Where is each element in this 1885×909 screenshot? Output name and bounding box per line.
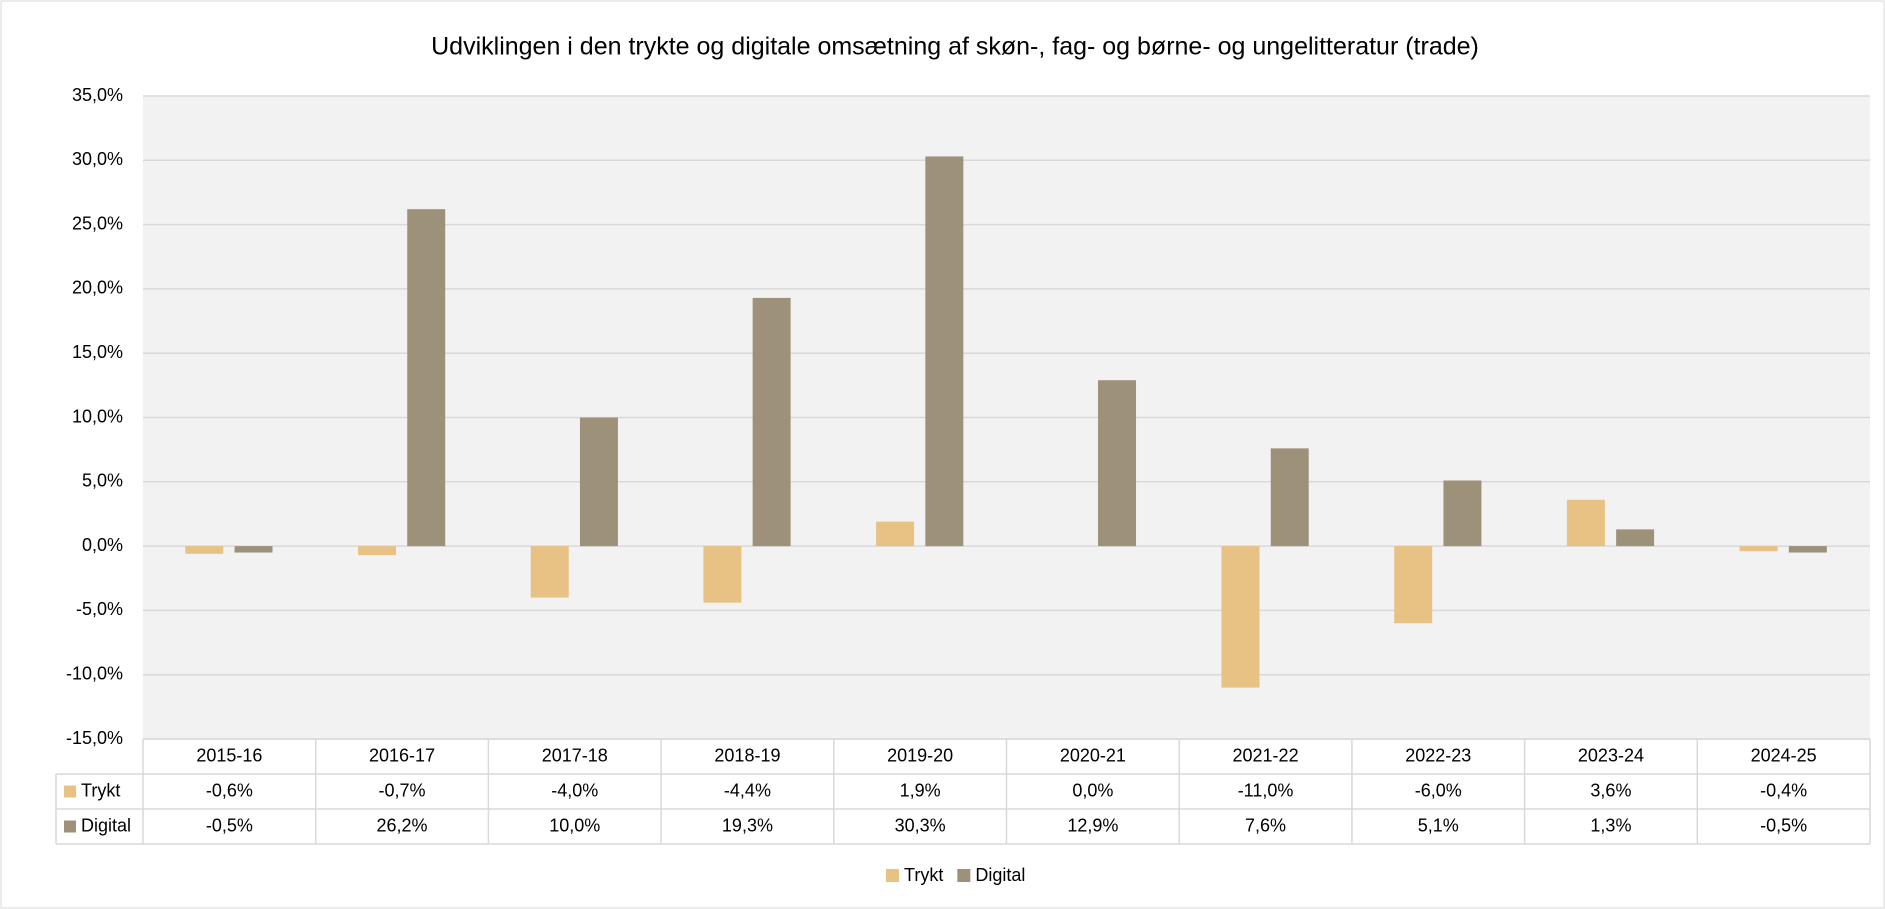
y-tick-label: 20,0% bbox=[72, 278, 123, 298]
y-tick-label: 10,0% bbox=[72, 406, 123, 426]
data-label: 26,2% bbox=[377, 815, 428, 835]
bar bbox=[1221, 546, 1260, 688]
bar bbox=[752, 297, 791, 547]
bar bbox=[234, 546, 273, 553]
data-label: 30,3% bbox=[895, 815, 946, 835]
data-label: -0,6% bbox=[206, 780, 253, 800]
bar bbox=[407, 209, 446, 547]
y-tick-label: 15,0% bbox=[72, 342, 123, 362]
x-tick-label: 2016-17 bbox=[369, 745, 435, 765]
x-tick-label: 2015-16 bbox=[196, 745, 262, 765]
bar bbox=[1616, 529, 1655, 547]
y-tick-label: 5,0% bbox=[82, 471, 123, 491]
data-label: -0,7% bbox=[379, 780, 426, 800]
x-tick-label: 2022-23 bbox=[1405, 745, 1471, 765]
data-label: 5,1% bbox=[1418, 815, 1459, 835]
legend-key bbox=[957, 869, 971, 882]
data-label: 0,0% bbox=[1072, 780, 1113, 800]
data-label: -4,0% bbox=[551, 780, 598, 800]
bar bbox=[1270, 448, 1309, 547]
y-tick-label: 35,0% bbox=[72, 85, 123, 105]
bar bbox=[185, 546, 224, 554]
data-label: 12,9% bbox=[1067, 815, 1118, 835]
bar bbox=[1098, 380, 1137, 547]
x-tick-label: 2021-22 bbox=[1233, 745, 1299, 765]
data-label: 1,3% bbox=[1590, 815, 1631, 835]
y-tick-label: 0,0% bbox=[82, 535, 123, 555]
x-tick-label: 2017-18 bbox=[542, 745, 608, 765]
table-legend-key bbox=[64, 820, 76, 833]
data-label: -0,5% bbox=[206, 815, 253, 835]
y-tick-label: -10,0% bbox=[66, 663, 123, 683]
data-label: 1,9% bbox=[900, 780, 941, 800]
y-tick-label: 25,0% bbox=[72, 213, 123, 233]
bar bbox=[1443, 480, 1482, 547]
legend-label: Trykt bbox=[904, 865, 943, 885]
bar bbox=[579, 417, 618, 547]
data-label: -11,0% bbox=[1238, 780, 1294, 800]
data-label: 19,3% bbox=[722, 815, 773, 835]
x-tick-label: 2020-21 bbox=[1060, 745, 1126, 765]
x-tick-label: 2023-24 bbox=[1578, 745, 1644, 765]
data-label: -6,0% bbox=[1415, 780, 1462, 800]
x-tick-label: 2019-20 bbox=[887, 745, 953, 765]
data-label: 7,6% bbox=[1245, 815, 1286, 835]
y-tick-label: 30,0% bbox=[72, 149, 123, 169]
bar bbox=[1566, 499, 1605, 547]
bar bbox=[925, 156, 964, 547]
bar bbox=[1394, 546, 1433, 624]
chart-title: Udviklingen i den trykte og digitale oms… bbox=[431, 33, 1479, 61]
bar bbox=[1788, 546, 1827, 553]
legend-label: Digital bbox=[975, 865, 1025, 885]
table-series-name: Trykt bbox=[81, 780, 120, 800]
data-label: -0,5% bbox=[1760, 815, 1807, 835]
bar bbox=[358, 546, 397, 556]
bar bbox=[1739, 546, 1778, 552]
y-tick-label: -5,0% bbox=[76, 599, 123, 619]
x-tick-label: 2018-19 bbox=[714, 745, 780, 765]
bar bbox=[876, 521, 915, 547]
data-label: -4,4% bbox=[724, 780, 771, 800]
x-tick-label: 2024-25 bbox=[1751, 745, 1817, 765]
bar bbox=[530, 546, 569, 598]
legend-key bbox=[886, 869, 899, 882]
data-label: 10,0% bbox=[549, 815, 600, 835]
y-tick-label: -15,0% bbox=[66, 728, 123, 748]
table-legend-key bbox=[64, 785, 76, 798]
table-series-name: Digital bbox=[81, 815, 131, 835]
data-label: -0,4% bbox=[1760, 780, 1807, 800]
bar bbox=[703, 546, 742, 603]
data-label: 3,6% bbox=[1590, 780, 1631, 800]
